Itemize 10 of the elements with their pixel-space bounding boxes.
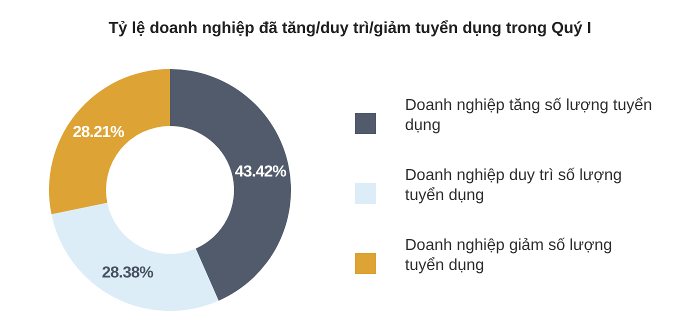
chart-title: Tỷ lệ doanh nghiệp đã tăng/duy trì/giảm tuyển dụng trong Quý I bbox=[108, 20, 592, 37]
donut-slice bbox=[49, 69, 170, 214]
legend-label: Doanh nghiệp duy trì số lượng tuyển dụng bbox=[405, 167, 622, 204]
data-label: 28.21% bbox=[72, 124, 124, 142]
legend-label: Doanh nghiệp giảm số lượng tuyển dụng bbox=[405, 237, 612, 274]
donut-slice bbox=[51, 202, 219, 311]
data-label: 43.42% bbox=[234, 164, 286, 181]
legend-label: Doanh nghiệp tăng số lượng tuyển dụng bbox=[405, 97, 652, 134]
donut-slice bbox=[170, 69, 291, 301]
data-label: 28.38% bbox=[102, 264, 154, 282]
